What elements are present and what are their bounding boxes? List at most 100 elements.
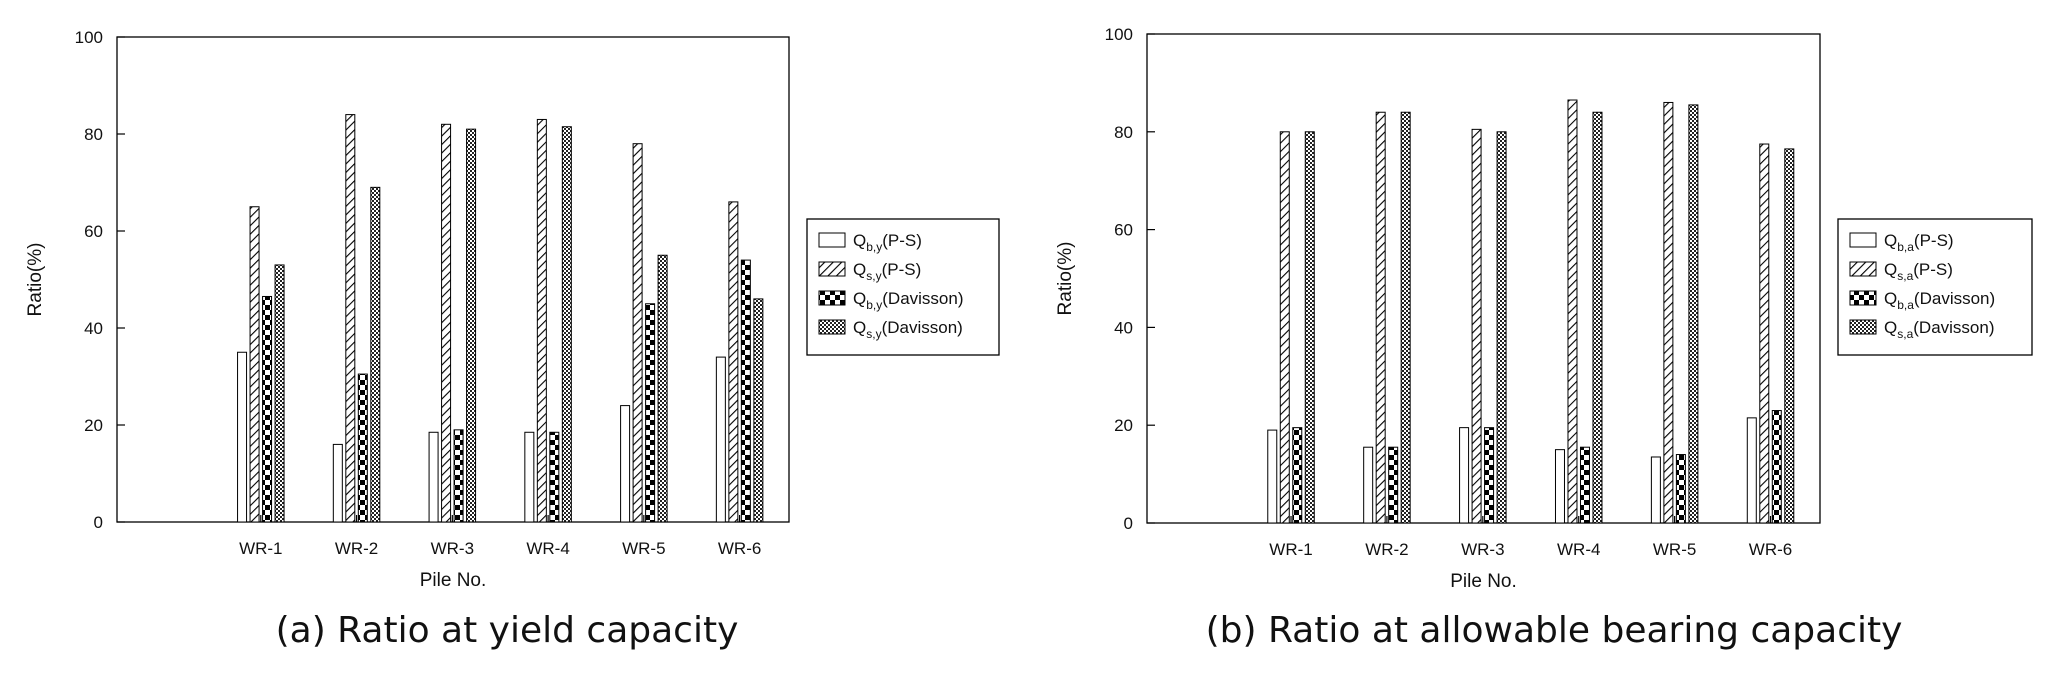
bar-checker-wr-5: [1675, 454, 1686, 524]
bar-checker-wr-1: [1292, 427, 1303, 524]
legend-swatch-blank: [818, 232, 846, 248]
legend-label: Qb,a(Davisson): [1884, 289, 1995, 312]
legend-swatch-blank: [1849, 232, 1877, 248]
legend-swatch-fine-check: [818, 319, 846, 335]
chart-allowable-svg: 0 20 40 60 80 100 Ratio(%) Pile No. WR-1 WR-2 WR-3…: [1055, 25, 2033, 592]
bar-checker-wr-3: [1484, 427, 1495, 524]
bar-diagonal-wr-6: [1759, 143, 1770, 524]
legend-swatch-checker: [1849, 290, 1877, 306]
x-tick-label: WR-5: [1653, 540, 1696, 559]
chart-panel-yield: 0 20 40 60 80 100 Ratio(%) Pile No. WR-1 WR-2 WR-3…: [25, 28, 1000, 651]
y-tick-label: 80: [84, 125, 103, 144]
legend-label: Qs,y(Davisson): [853, 318, 963, 341]
x-tick-label: WR-6: [718, 539, 761, 558]
bar-blank-wr-4: [524, 431, 535, 523]
bar-checker-wr-4: [1579, 446, 1590, 524]
bar-checker-wr-3: [453, 429, 464, 523]
y-axis-label: Ratio(%): [25, 243, 46, 317]
caption-allowable: (b) Ratio at allowable bearing capacity: [1205, 610, 1903, 651]
legend-label: Qb,y(Davisson): [853, 289, 964, 312]
bar-checker-wr-4: [549, 431, 560, 523]
plot-frame: [1146, 33, 1821, 524]
chart-yield-svg: 0 20 40 60 80 100 Ratio(%) Pile No. WR-1 WR-2 WR-3…: [25, 28, 1000, 591]
y-tick-label: 40: [84, 319, 103, 338]
chart-panel-allowable: 0 20 40 60 80 100 Ratio(%) Pile No. WR-1 WR-2 WR-3…: [1024, 0, 2048, 676]
legend-label: Qb,y(P-S): [853, 231, 922, 254]
y-tick-label: 0: [1124, 514, 1133, 533]
x-tick-label: WR-4: [1557, 540, 1600, 559]
legend-label: Qs,y(P-S): [853, 260, 921, 283]
bar-fine-check-wr-3: [1496, 131, 1507, 524]
bar-fine-check-wr-4: [561, 126, 572, 523]
legend-swatch-diagonal: [818, 261, 846, 277]
bar-blank-wr-4: [1554, 449, 1565, 524]
bar-blank-wr-6: [715, 356, 726, 523]
bar-fine-check-wr-4: [1592, 111, 1603, 524]
bar-fine-check-wr-5: [1688, 104, 1699, 524]
y-tick-label: 100: [75, 28, 103, 47]
bar-blank-wr-5: [620, 405, 631, 523]
y-axis-label: Ratio(%): [1055, 242, 1076, 316]
y-tick-label: 20: [84, 416, 103, 435]
bar-checker-wr-2: [1388, 446, 1399, 524]
bar-fine-check-wr-6: [1784, 148, 1795, 524]
x-axis-label: Pile No.: [420, 570, 487, 591]
x-tick-label: WR-2: [335, 539, 378, 558]
bar-blank-wr-2: [1363, 446, 1374, 524]
bar-fine-check-wr-1: [274, 264, 285, 523]
y-tick-label: 0: [94, 513, 103, 532]
bar-checker-wr-6: [1771, 410, 1782, 524]
bar-fine-check-wr-3: [466, 128, 477, 523]
bar-diagonal-wr-3: [1471, 128, 1482, 524]
legend-label: Qb,a(P-S): [1884, 231, 1954, 254]
y-tick-label: 20: [1114, 416, 1133, 435]
bar-blank-wr-6: [1746, 417, 1757, 524]
bar-fine-check-wr-2: [1400, 111, 1411, 524]
bar-checker-wr-6: [740, 259, 751, 523]
bar-diagonal-wr-4: [1567, 99, 1578, 524]
bar-diagonal-wr-4: [536, 118, 547, 523]
legend-swatch-checker: [818, 290, 846, 306]
bar-fine-check-wr-5: [657, 254, 668, 523]
bar-blank-wr-3: [428, 431, 439, 523]
bar-diagonal-wr-5: [1663, 101, 1674, 524]
bar-fine-check-wr-1: [1304, 131, 1315, 524]
bar-checker-wr-2: [357, 373, 368, 523]
x-tick-label: WR-5: [622, 539, 665, 558]
legend-label: Qs,a(P-S): [1884, 260, 1953, 283]
bar-blank-wr-2: [332, 443, 343, 523]
bar-checker-wr-1: [262, 295, 273, 523]
bar-diagonal-wr-6: [728, 201, 739, 523]
caption-yield: (a) Ratio at yield capacity: [275, 610, 739, 651]
bar-blank-wr-1: [1267, 429, 1278, 524]
x-tick-label: WR-3: [1461, 540, 1504, 559]
bar-blank-wr-5: [1650, 456, 1661, 524]
legend-swatch-diagonal: [1849, 261, 1877, 277]
bar-diagonal-wr-5: [632, 143, 643, 523]
x-axis-label: Pile No.: [1450, 571, 1517, 592]
y-tick-label: 60: [1114, 221, 1133, 240]
bar-diagonal-wr-2: [1375, 111, 1386, 524]
y-tick-label: 40: [1114, 318, 1133, 337]
y-tick-label: 80: [1114, 123, 1133, 142]
legend-swatch-fine-check: [1849, 319, 1877, 335]
bar-fine-check-wr-6: [753, 298, 764, 523]
x-tick-label: WR-4: [526, 539, 569, 558]
x-tick-label: WR-2: [1365, 540, 1408, 559]
plot-frame: [116, 36, 790, 523]
bar-diagonal-wr-1: [1279, 131, 1290, 524]
bar-diagonal-wr-2: [345, 114, 356, 523]
bar-diagonal-wr-3: [441, 123, 452, 523]
y-tick-label: 60: [84, 222, 103, 241]
bar-fine-check-wr-2: [370, 186, 381, 523]
y-tick-label: 100: [1105, 25, 1133, 44]
bar-diagonal-wr-1: [249, 206, 260, 523]
x-tick-label: WR-3: [431, 539, 474, 558]
x-tick-label: WR-6: [1749, 540, 1792, 559]
bar-blank-wr-3: [1459, 427, 1470, 524]
bar-checker-wr-5: [645, 303, 656, 523]
bar-blank-wr-1: [237, 351, 248, 523]
legend-label: Qs,a(Davisson): [1884, 318, 1995, 341]
x-tick-label: WR-1: [239, 539, 282, 558]
x-tick-label: WR-1: [1269, 540, 1312, 559]
